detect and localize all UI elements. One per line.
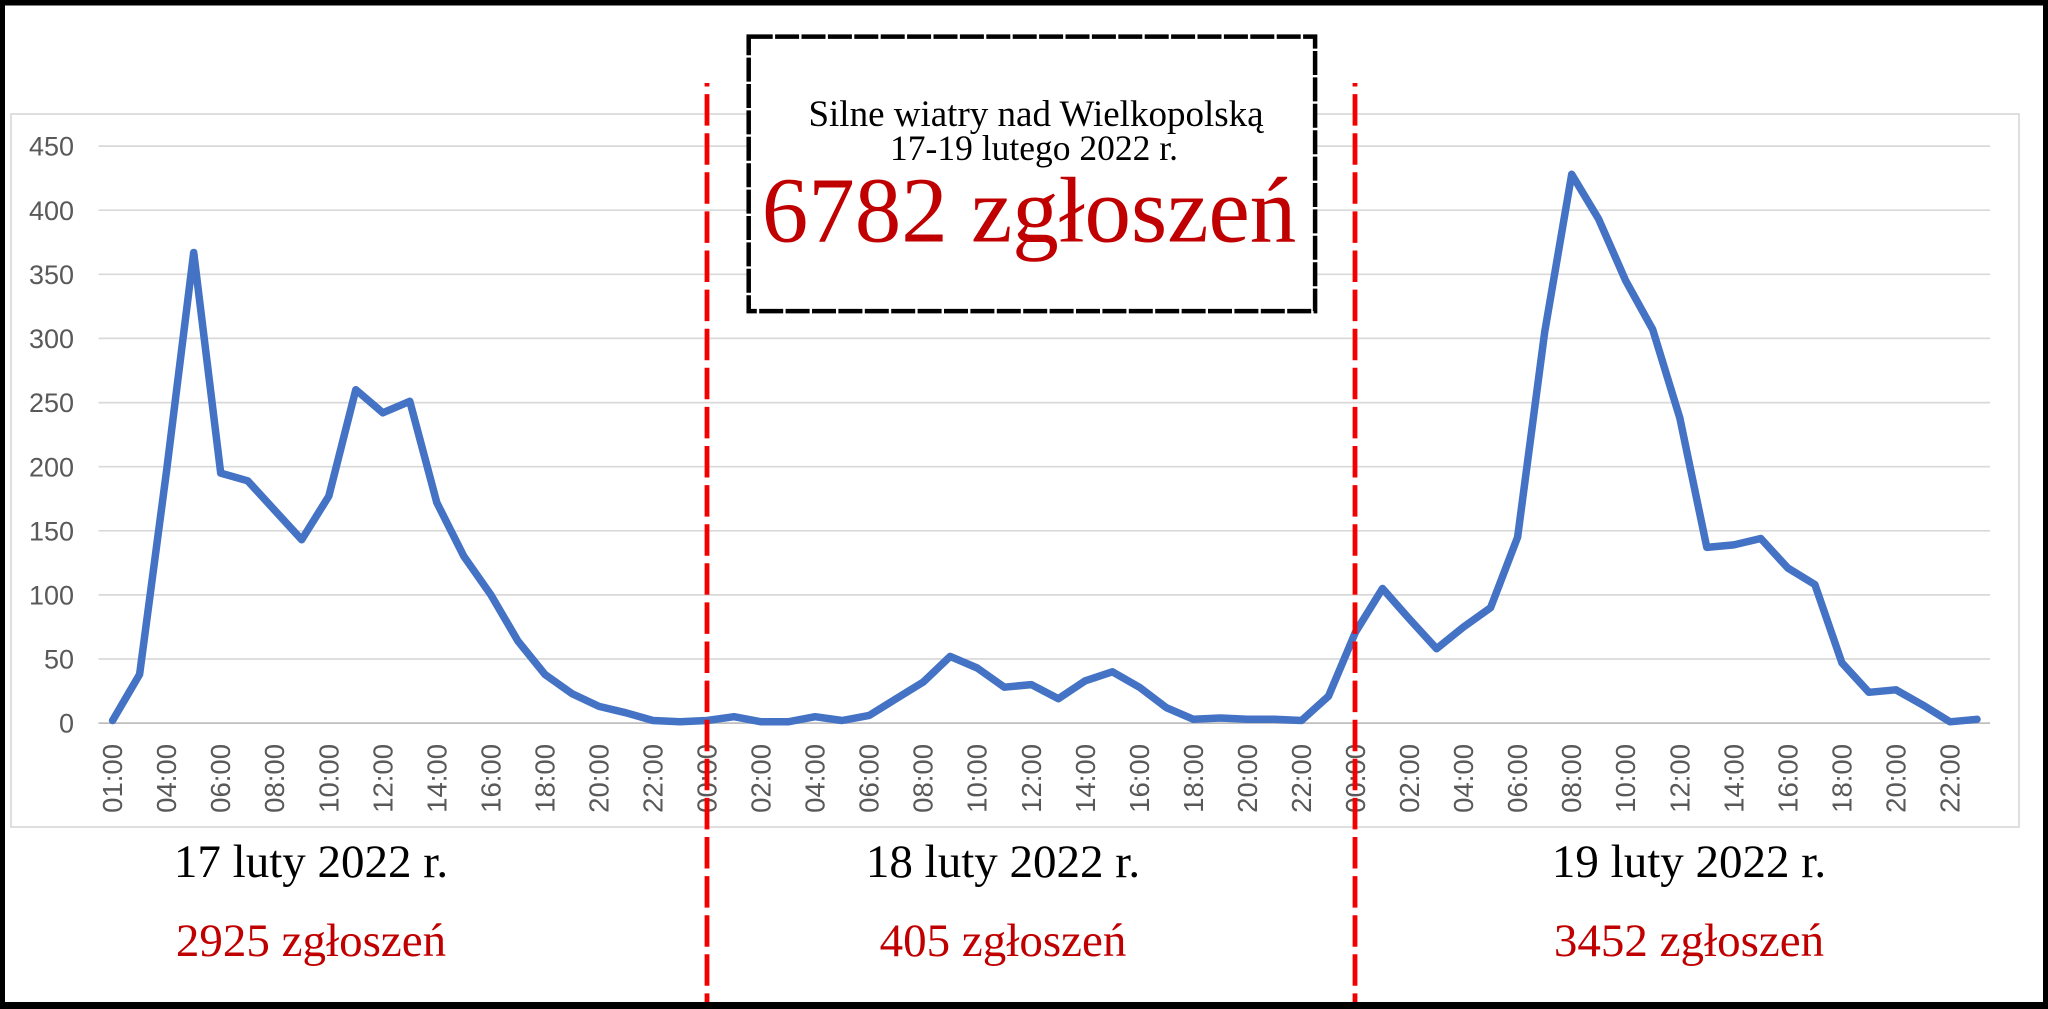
svg-text:16:00: 16:00 xyxy=(1124,744,1155,813)
svg-text:450: 450 xyxy=(29,132,74,162)
svg-text:18:00: 18:00 xyxy=(1178,744,1209,813)
svg-text:04:00: 04:00 xyxy=(1448,744,1479,813)
svg-text:04:00: 04:00 xyxy=(800,744,831,813)
svg-text:18:00: 18:00 xyxy=(529,744,560,813)
svg-text:08:00: 08:00 xyxy=(908,744,939,813)
svg-text:02:00: 02:00 xyxy=(746,744,777,813)
svg-text:300: 300 xyxy=(29,324,74,354)
svg-text:20:00: 20:00 xyxy=(1880,744,1911,813)
svg-text:10:00: 10:00 xyxy=(1610,744,1641,813)
svg-text:18:00: 18:00 xyxy=(1826,744,1857,813)
svg-text:18 luty 2022 r.: 18 luty 2022 r. xyxy=(866,836,1140,888)
svg-text:16:00: 16:00 xyxy=(1772,744,1803,813)
svg-text:405 zgłoszeń: 405 zgłoszeń xyxy=(880,915,1127,967)
svg-text:22:00: 22:00 xyxy=(1286,744,1317,813)
svg-text:10:00: 10:00 xyxy=(313,744,344,813)
svg-text:12:00: 12:00 xyxy=(1664,744,1695,813)
svg-text:06:00: 06:00 xyxy=(205,744,236,813)
svg-text:22:00: 22:00 xyxy=(1935,744,1966,813)
svg-text:250: 250 xyxy=(29,388,74,418)
svg-text:12:00: 12:00 xyxy=(367,744,398,813)
svg-text:3452 zgłoszeń: 3452 zgłoszeń xyxy=(1554,915,1824,967)
svg-text:6782 zgłoszeń: 6782 zgłoszeń xyxy=(762,160,1297,263)
svg-text:08:00: 08:00 xyxy=(259,744,290,813)
svg-text:14:00: 14:00 xyxy=(1070,744,1101,813)
svg-text:2925 zgłoszeń: 2925 zgłoszeń xyxy=(176,915,446,967)
svg-text:17 luty 2022 r.: 17 luty 2022 r. xyxy=(174,836,448,888)
svg-text:200: 200 xyxy=(29,452,74,482)
svg-text:20:00: 20:00 xyxy=(584,744,615,813)
svg-text:06:00: 06:00 xyxy=(854,744,885,813)
svg-text:Silne wiatry nad Wielkopolską: Silne wiatry nad Wielkopolską xyxy=(808,94,1264,135)
svg-text:50: 50 xyxy=(44,645,74,675)
svg-text:22:00: 22:00 xyxy=(638,744,669,813)
svg-text:100: 100 xyxy=(29,581,74,611)
svg-text:0: 0 xyxy=(59,709,74,739)
svg-text:06:00: 06:00 xyxy=(1502,744,1533,813)
svg-text:12:00: 12:00 xyxy=(1016,744,1047,813)
svg-text:16:00: 16:00 xyxy=(475,744,506,813)
svg-text:150: 150 xyxy=(29,516,74,546)
svg-text:20:00: 20:00 xyxy=(1232,744,1263,813)
svg-text:04:00: 04:00 xyxy=(151,744,182,813)
svg-text:14:00: 14:00 xyxy=(421,744,452,813)
svg-text:01:00: 01:00 xyxy=(97,744,128,813)
svg-text:14:00: 14:00 xyxy=(1718,744,1749,813)
svg-text:19 luty 2022 r.: 19 luty 2022 r. xyxy=(1552,836,1826,888)
svg-text:08:00: 08:00 xyxy=(1556,744,1587,813)
svg-text:17-19 lutego 2022 r.: 17-19 lutego 2022 r. xyxy=(890,128,1178,168)
svg-text:10:00: 10:00 xyxy=(962,744,993,813)
svg-text:350: 350 xyxy=(29,260,74,290)
svg-text:02:00: 02:00 xyxy=(1394,744,1425,813)
svg-text:400: 400 xyxy=(29,196,74,226)
